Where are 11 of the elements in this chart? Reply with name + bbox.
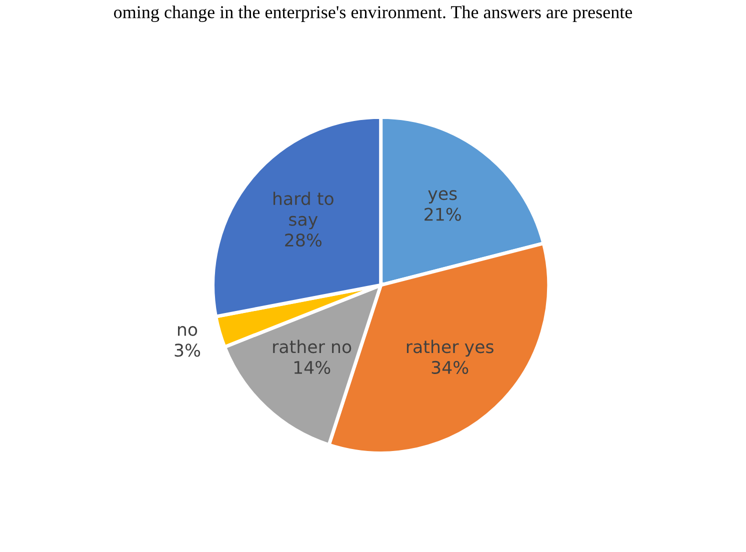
- text: oming change in the enterprise's environment. The answers are presente: [114, 6, 632, 22]
- slice-label: no: [178, 326, 198, 336]
- data-label: 28%: [285, 234, 322, 247]
- slice-label: yes: [428, 190, 457, 204]
- slice-label: hard to say: [274, 192, 334, 230]
- slice-label: rather yes: [406, 340, 494, 357]
- slice-label: rather no: [273, 340, 352, 354]
- data-label: 3%: [174, 344, 200, 357]
- data-label: 21%: [424, 208, 461, 221]
- data-label: 34%: [432, 360, 468, 374]
- data-label: 14%: [294, 360, 330, 374]
